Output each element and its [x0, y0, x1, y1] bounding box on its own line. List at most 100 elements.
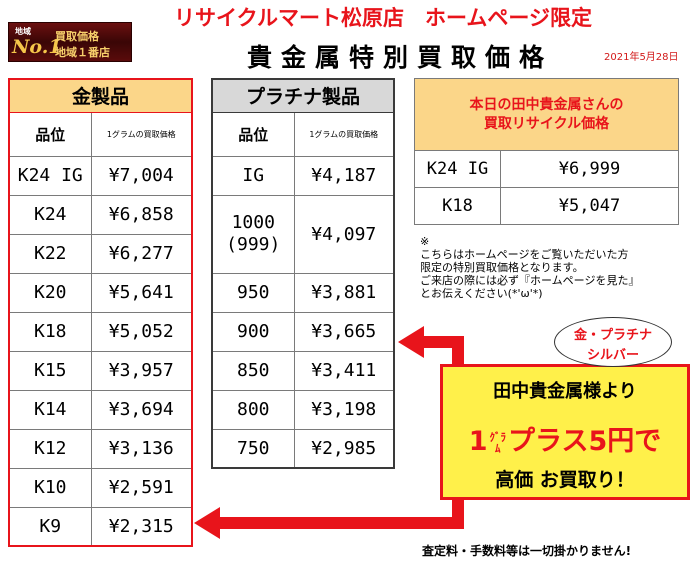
price-cell: ¥3,665: [293, 311, 395, 352]
table-row: K24 IG ¥6,999: [414, 150, 679, 188]
tanaka-title-line1: 本日の田中貴金属さんの: [469, 96, 624, 113]
callout-unit-bottom: ﾑ: [495, 441, 501, 455]
arrow-to-gold-k9: [214, 498, 464, 529]
purity-cell: K12: [8, 428, 92, 469]
table-row: K24 IG ¥7,004: [8, 155, 193, 196]
table-row: 750 ¥2,985: [211, 428, 395, 469]
purity-cell: K18: [414, 187, 501, 225]
purity-cell: K24: [8, 194, 92, 235]
table-row: K12 ¥3,136: [8, 428, 193, 469]
platinum-price-table: プラチナ製品 品位 1グラムの買取価格 IG ¥4,187 1000 (999) …: [211, 78, 396, 469]
price-cell: ¥3,136: [90, 428, 193, 469]
purity-cell: K9: [8, 506, 92, 547]
table-row: IG ¥4,187: [211, 155, 395, 196]
price-cell: ¥2,315: [90, 506, 193, 547]
tanaka-price-table: 本日の田中貴金属さんの 買取リサイクル価格 K24 IG ¥6,999 K18 ¥5…: [414, 78, 679, 225]
table-row: K18 ¥5,047: [414, 187, 679, 225]
platinum-col-price: 1グラムの買取価格: [293, 111, 395, 157]
table-row: K24 ¥6,858: [8, 194, 193, 235]
fee-notice: 査定料・手数料等は一切掛かりません!: [422, 544, 632, 558]
note-line: とお伝えください(*'ω'*): [420, 287, 543, 300]
tanaka-table-title: 本日の田中貴金属さんの 買取リサイクル価格: [414, 78, 679, 151]
date-label: 2021年5月28日: [604, 52, 679, 63]
note-line: ご来店の際には必ず『ホームページを見た』: [420, 274, 640, 287]
bubble-line1: 金・プラチナ: [573, 328, 652, 343]
purity-cell: 900: [211, 311, 295, 352]
purity-cell: K15: [8, 350, 92, 391]
price-cell: ¥5,052: [90, 311, 193, 352]
purity-cell: K24 IG: [8, 155, 92, 196]
table-row: K10 ¥2,591: [8, 467, 193, 508]
price-cell: ¥3,957: [90, 350, 193, 391]
gold-price-table: 金製品 品位 1グラムの買取価格 K24 IG ¥7,004 K24 ¥6,858 …: [8, 78, 194, 547]
purity-cell: 750: [211, 428, 295, 469]
price-cell: ¥3,881: [293, 272, 395, 313]
callout-unit-top: ｸﾞﾗ: [489, 430, 507, 444]
no1-badge: 地域 No.1 買取価格 地域１番店: [8, 22, 132, 62]
table-row: 950 ¥3,881: [211, 272, 395, 313]
table-row: 900 ¥3,665: [211, 311, 395, 352]
price-cell: ¥6,999: [500, 150, 679, 188]
purity-cell: K14: [8, 389, 92, 430]
badge-line1: 買取価格: [55, 30, 99, 43]
gold-table-title: 金製品: [8, 78, 193, 113]
platinum-col-purity: 品位: [211, 111, 295, 157]
callout-line1: 田中貴金属様より: [493, 381, 637, 402]
price-cell: ¥6,277: [90, 233, 193, 274]
price-cell: ¥3,198: [293, 389, 395, 430]
purity-line-1: 1000: [231, 212, 275, 233]
callout-line3: 高価 お買取り！: [495, 469, 635, 491]
purity-cell: 1000 (999): [211, 194, 295, 274]
price-cell: ¥3,694: [90, 389, 193, 430]
table-row: K18 ¥5,052: [8, 311, 193, 352]
callout-bonus: プラス5円で: [508, 426, 662, 457]
badge-no1: No.1: [12, 36, 62, 58]
note-line: こちらはホームページをご覧いただいた方: [420, 248, 629, 261]
purity-cell: K20: [8, 272, 92, 313]
callout-line2: 1 ｸﾞﾗﾑプラス5円で: [443, 419, 687, 458]
table-row: K14 ¥3,694: [8, 389, 193, 430]
price-cell: ¥4,097: [293, 194, 395, 274]
badge-line2: 地域１番店: [55, 46, 110, 59]
page-title: 貴金属特別買取価格: [246, 43, 553, 72]
bonus-callout: 田中貴金属様より 1 ｸﾞﾗﾑプラス5円で 高価 お買取り！: [440, 364, 690, 500]
table-row: K20 ¥5,641: [8, 272, 193, 313]
callout-amount: 1: [468, 426, 488, 457]
table-row: 850 ¥3,411: [211, 350, 395, 391]
notice-text: ※ こちらはホームページをご覧いただいた方 限定の特別買取価格となります。 ご来…: [420, 235, 690, 300]
note-line: 限定の特別買取価格となります。: [420, 261, 584, 274]
bubble-line2: シルバー: [586, 348, 639, 363]
price-cell: ¥4,187: [293, 155, 395, 196]
purity-line-2: (999): [226, 234, 281, 255]
purity-cell: K24 IG: [414, 150, 501, 188]
purity-cell: K22: [8, 233, 92, 274]
table-row: 1000 (999) ¥4,097: [211, 194, 395, 274]
callout-unit: ｸﾞﾗﾑ: [490, 432, 507, 454]
price-cell: ¥5,641: [90, 272, 193, 313]
purity-cell: K18: [8, 311, 92, 352]
table-row: K22 ¥6,277: [8, 233, 193, 274]
platinum-table-title: プラチナ製品: [211, 78, 395, 113]
tanaka-title-line2: 買取リサイクル価格: [483, 115, 610, 132]
purity-cell: 800: [211, 389, 295, 430]
purity-cell: 950: [211, 272, 295, 313]
table-row: 800 ¥3,198: [211, 389, 395, 430]
price-cell: ¥2,985: [293, 428, 395, 469]
purity-cell: 850: [211, 350, 295, 391]
price-cell: ¥3,411: [293, 350, 395, 391]
metals-bubble: 金・プラチナ シルバー: [554, 317, 672, 367]
note-mark: ※: [420, 235, 430, 248]
arrowhead-gold: [194, 507, 220, 539]
purity-cell: K10: [8, 467, 92, 508]
store-title: リサイクルマート松原店 ホームページ限定: [174, 6, 592, 30]
gold-col-purity: 品位: [8, 111, 92, 157]
arrowhead-platinum: [398, 326, 424, 358]
purity-cell: IG: [211, 155, 295, 196]
badge-small-text: 地域: [15, 27, 31, 36]
price-cell: ¥6,858: [90, 194, 193, 235]
price-cell: ¥5,047: [500, 187, 679, 225]
gold-col-price: 1グラムの買取価格: [90, 111, 193, 157]
price-cell: ¥7,004: [90, 155, 193, 196]
table-row: K15 ¥3,957: [8, 350, 193, 391]
price-cell: ¥2,591: [90, 467, 193, 508]
